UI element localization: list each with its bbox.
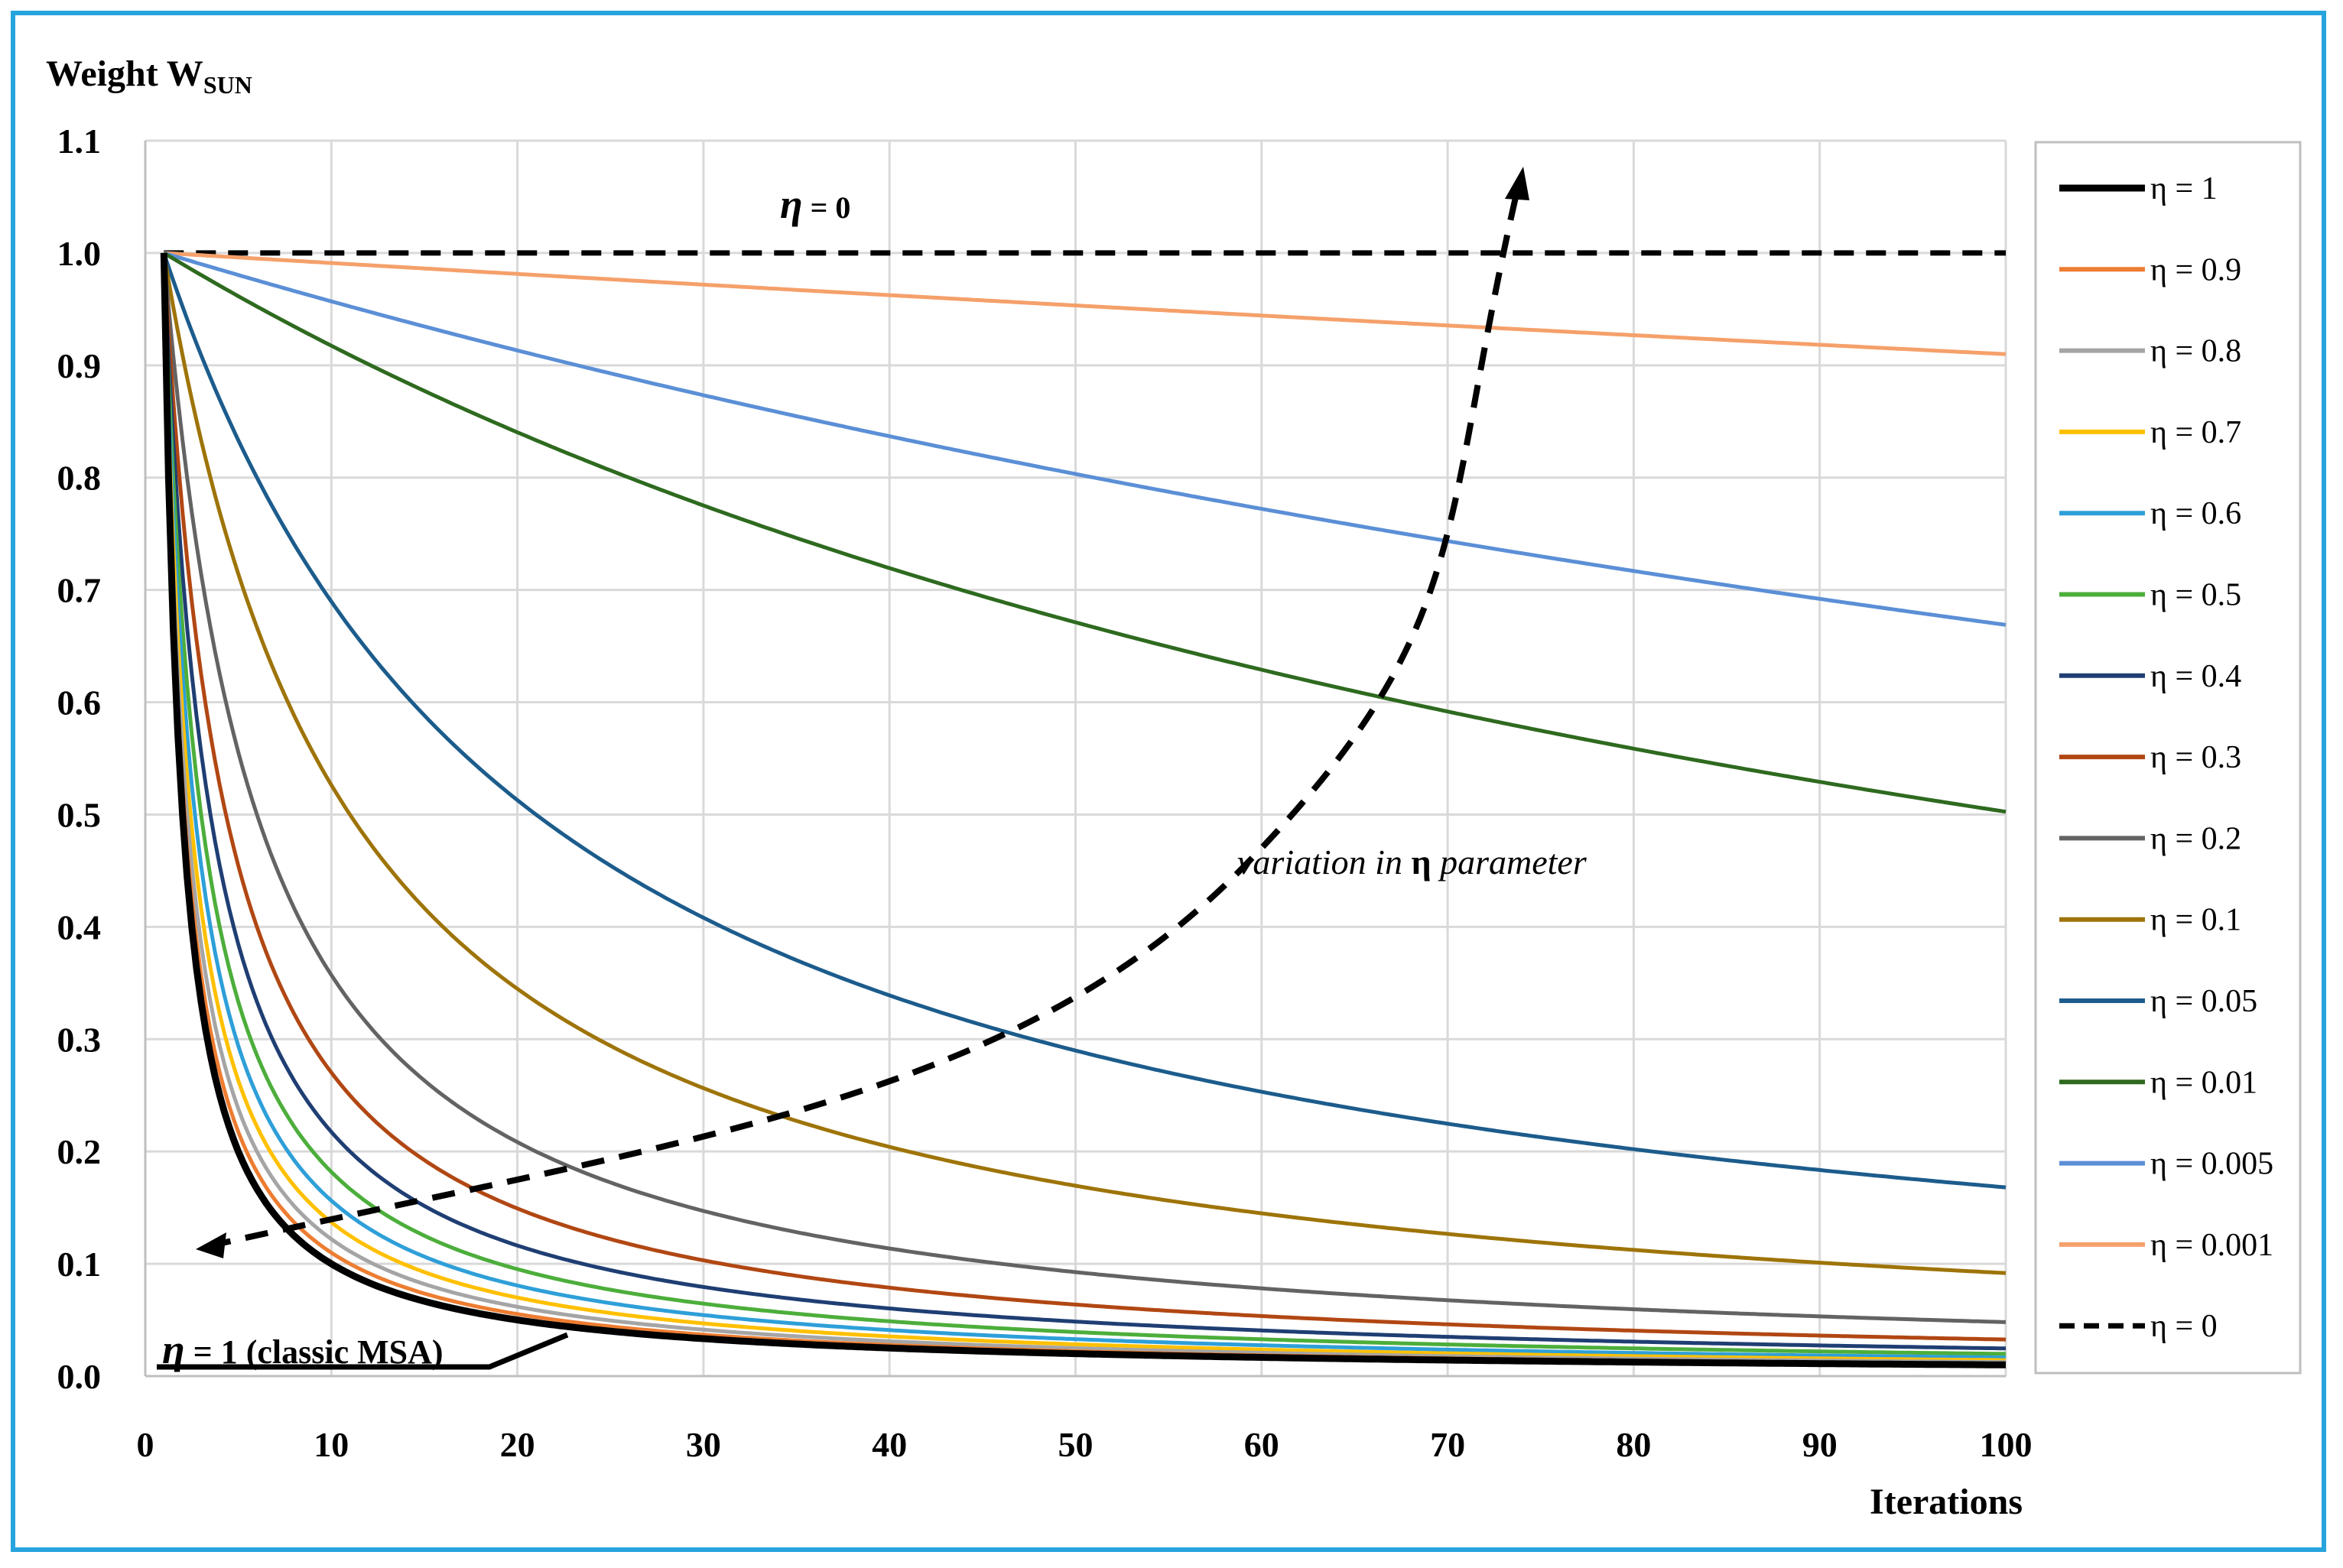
y-tick-labels: 0.0 0.1 0.2 0.3 0.4 0.5 0.6 0.7 0.8 0.9 1.0 1.1 [57,122,102,1396]
y-tick-label: 1.1 [57,122,102,161]
y-tick-label: 0.8 [57,459,102,498]
series-line [161,252,2007,1342]
legend-label: η = 0.001 [2150,1228,2273,1263]
x-tick-labels: 0 10 20 30 40 50 60 70 80 90 100 [137,1425,2033,1464]
x-tick-label: 90 [1802,1425,1838,1464]
x-tick-label: 80 [1616,1425,1651,1464]
series-line [161,252,2007,1190]
legend-label: η = 0.01 [2150,1065,2257,1100]
series-line [161,252,2007,1360]
variation-arrow-head-left [196,1232,226,1258]
legend-label: η = 0.6 [2150,496,2241,531]
annotation-eta-zero: η = 0 [780,181,850,227]
x-axis-label: Iterations [1870,1482,2023,1522]
variation-arrow [207,187,1521,1249]
legend-label: η = 0.5 [2150,578,2241,613]
legend-label: η = 0.8 [2150,334,2241,369]
legend-label: η = 1 [2150,171,2218,206]
x-tick-label: 10 [314,1425,349,1464]
y-tick-label: 0.7 [57,571,102,610]
legend-label: η = 0.05 [2150,984,2257,1019]
y-axis-label: Weight WSUN [46,54,252,99]
y-tick-label: 0.2 [57,1132,102,1171]
series-line [161,252,2007,1351]
legend-label: η = 0.9 [2150,252,2241,287]
x-tick-label: 60 [1244,1425,1279,1464]
legend-label: η = 0.3 [2150,740,2241,775]
y-tick-label: 0.4 [57,907,102,946]
x-tick-label: 40 [872,1425,907,1464]
legend-label: η = 0 [2150,1309,2218,1344]
annotation-variation: variation in η parameter [1237,842,1587,881]
y-tick-label: 0.5 [57,795,102,834]
y-tick-label: 0.6 [57,683,102,722]
series-line [161,252,2007,1324]
x-tick-label: 0 [137,1425,154,1464]
legend-label: η = 0.4 [2150,659,2241,694]
legend-label: η = 0.1 [2150,903,2241,938]
series-line [161,252,2007,1275]
x-tick-label: 70 [1430,1425,1465,1464]
annotation-classic-pointer [157,1332,569,1370]
x-tick-label: 20 [500,1425,535,1464]
legend: η = 1 η = 0.9 η = 0.8 η = 0.7 η = 0.6 η = 0.5… [2059,171,2273,1344]
y-tick-label: 0.1 [57,1245,102,1284]
series-line [163,251,2007,814]
x-tick-label: 30 [686,1425,721,1464]
series-line [164,251,2007,356]
series-line [160,252,2006,1368]
series-lines [160,250,2007,1368]
legend-label: η = 0.2 [2150,821,2241,856]
variation-arrow-head-top [1505,167,1529,200]
series-line [161,252,2006,1362]
y-tick-label: 0.3 [57,1020,102,1059]
legend-label: η = 0.005 [2150,1147,2273,1182]
series-line [163,251,2007,627]
y-tick-label: 0.0 [57,1357,102,1396]
x-tick-label: 100 [1980,1425,2033,1464]
x-tick-label: 50 [1058,1425,1094,1464]
y-tick-label: 1.0 [57,234,102,273]
series-line [161,252,2007,1356]
legend-label: η = 0.7 [2150,415,2241,450]
y-tick-label: 0.9 [57,346,102,385]
